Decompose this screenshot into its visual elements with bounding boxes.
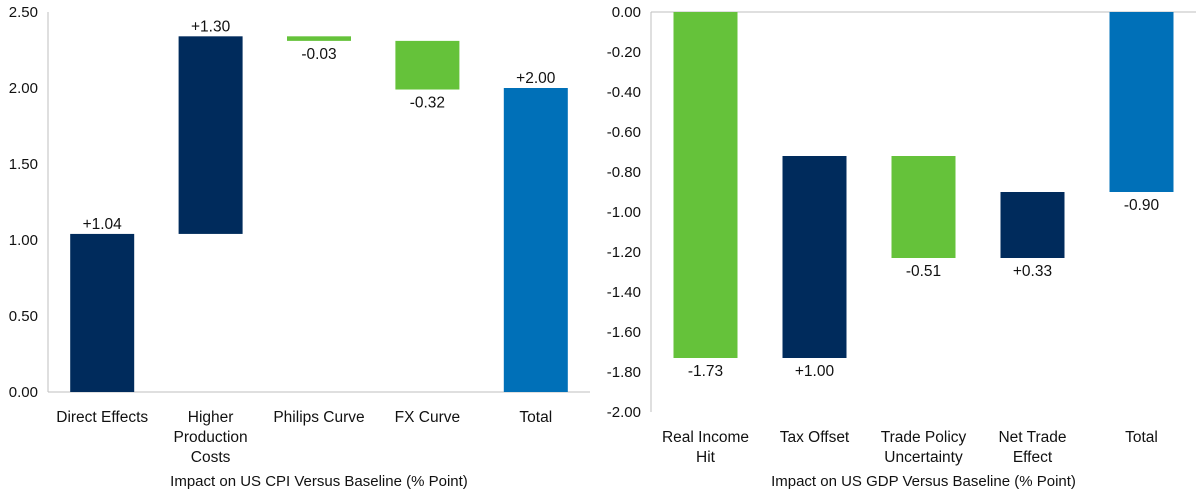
bar-5: [503, 88, 568, 392]
chart-2: 0.00 -0.20 -0.40 -0.60 -0.80 -1.00 -1.20 -1.40 -…: [607, 4, 1196, 490]
x-axis-title: Impact on US CPI Versus Baseline (% Poin…: [170, 473, 468, 490]
data-label: +1.00: [795, 363, 835, 380]
bar-2: [782, 156, 847, 358]
category-label: Hit: [696, 449, 716, 466]
bar-1: [70, 233, 135, 392]
x-axis-title: Impact on US GDP Versus Baseline (% Poin…: [771, 473, 1076, 490]
data-label: +0.33: [1013, 263, 1052, 280]
y-tick-label: -1.60: [607, 324, 641, 341]
y-tick-label: -0.40: [607, 84, 641, 101]
category-label: Real Income: [662, 429, 749, 446]
data-label: -0.03: [301, 46, 336, 63]
chart-1: 0.00 0.50 1.00 1.50 2.00 2.50 +1.04 Direct Effe…: [9, 4, 590, 490]
bar-3: [891, 156, 956, 258]
y-tick-label: 0.00: [9, 384, 38, 401]
bar-2: [178, 36, 243, 234]
y-tick-label: 0.00: [612, 4, 641, 21]
category-label: Total: [1125, 429, 1158, 446]
y-tick-label: 1.00: [9, 232, 38, 249]
y-tick-label: 2.00: [9, 80, 38, 97]
y-tick-label: -1.80: [607, 364, 641, 381]
y-tick-label: -1.00: [607, 204, 641, 221]
y-tick-label: -2.00: [607, 404, 641, 421]
bar-4: [1000, 192, 1065, 258]
category-label: FX Curve: [395, 409, 460, 426]
data-label: +2.00: [516, 70, 556, 87]
category-label: Direct Effects: [56, 409, 148, 426]
category-label: Trade Policy: [881, 429, 967, 446]
y-tick-label: -0.20: [607, 44, 641, 61]
category-label: Effect: [1013, 449, 1053, 466]
category-label: Net Trade: [998, 429, 1066, 446]
y-tick-label: -1.40: [607, 284, 641, 301]
y-tick-label: 1.50: [9, 156, 38, 173]
bar-1: [673, 12, 738, 358]
data-label: -1.73: [688, 363, 723, 380]
data-label: +1.04: [83, 216, 123, 233]
y-tick-label: 0.50: [9, 308, 38, 325]
y-tick-label: -1.20: [607, 244, 641, 261]
category-label: Higher: [188, 409, 234, 426]
y-tick-label: -0.60: [607, 124, 641, 141]
data-label: +1.30: [191, 18, 231, 35]
category-label: Tax Offset: [780, 429, 850, 446]
category-label: Total: [519, 409, 552, 426]
category-label: Costs: [191, 449, 231, 466]
data-label: -0.51: [906, 263, 941, 280]
category-label: Production: [174, 429, 248, 446]
bar-5: [1109, 12, 1174, 192]
y-tick-label: 2.50: [9, 4, 38, 21]
data-label: -0.32: [410, 95, 445, 112]
bar-4: [395, 40, 460, 90]
data-label: -0.90: [1124, 197, 1160, 214]
category-label: Uncertainty: [884, 449, 963, 466]
bar-3: [287, 36, 351, 41]
y-tick-label: -0.80: [607, 164, 641, 181]
category-label: Philips Curve: [273, 409, 364, 426]
